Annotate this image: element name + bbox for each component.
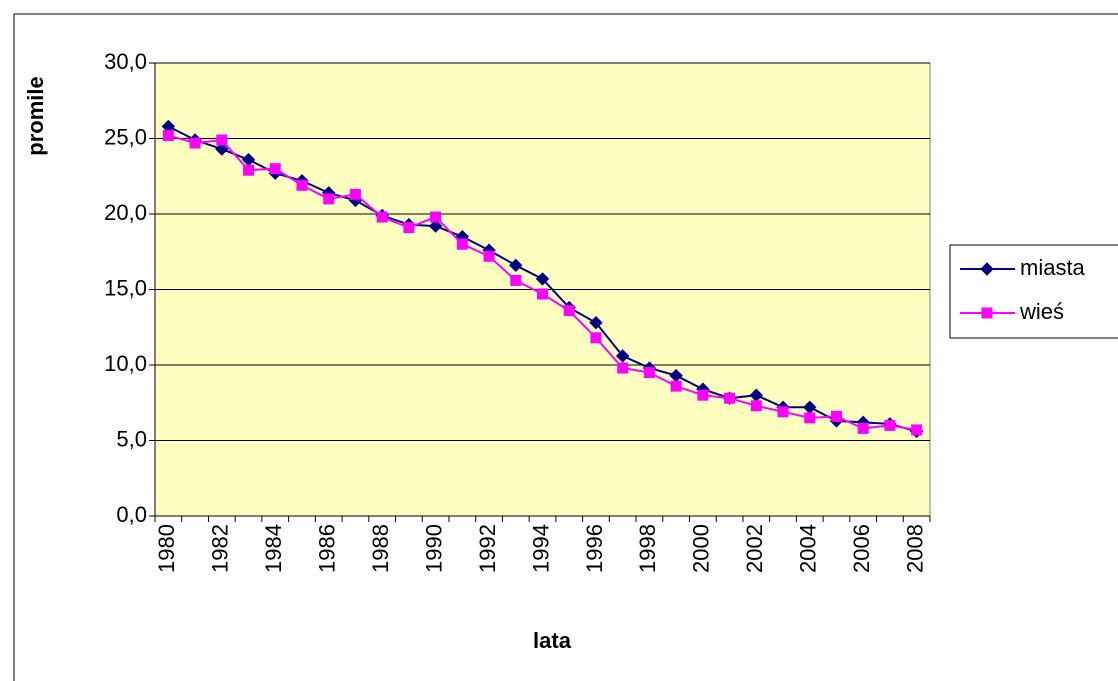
marker [456,238,468,250]
legend-box [949,244,1118,339]
marker [777,406,789,418]
marker [750,400,762,412]
x-tick-label: 2008 [902,524,927,573]
marker [483,250,495,262]
x-axis-label: lata [533,628,572,653]
marker [589,316,603,330]
marker [537,288,548,300]
y-tick-label: 10,0 [104,351,147,376]
marker [643,367,655,379]
marker [590,332,602,344]
marker [349,188,361,200]
marker [376,211,388,223]
x-tick-label: 2006 [849,524,874,573]
x-tick-label: 1998 [635,524,660,573]
legend-label: wieś [1019,299,1064,324]
y-tick-label: 0,0 [116,502,147,527]
x-tick-label: 1980 [154,524,179,573]
marker [269,163,281,175]
x-tick-label: 2004 [796,524,821,573]
x-tick-label: 1992 [475,524,500,573]
marker [323,193,335,205]
marker [857,422,869,434]
y-tick-label: 15,0 [104,275,147,300]
marker [215,142,229,156]
x-tick-label: 2000 [689,524,714,573]
x-tick-label: 1990 [421,524,446,573]
marker [403,222,415,234]
marker [617,362,629,374]
y-tick-label: 25,0 [104,124,147,149]
x-tick-label: 1996 [582,524,607,573]
marker [697,389,709,401]
marker [830,410,842,422]
x-tick-label: 1984 [261,524,286,573]
x-tick-label: 1994 [528,524,553,573]
marker [428,219,443,233]
legend-label: miasta [1020,255,1086,280]
marker [189,137,201,149]
y-axis-label: promile [23,76,48,155]
marker [216,134,228,146]
x-tick-label: 1982 [208,524,233,573]
marker [510,274,522,286]
marker [724,392,736,404]
marker [563,305,575,317]
marker [670,380,682,392]
marker [981,307,993,319]
y-tick-label: 20,0 [104,200,147,225]
x-tick-label: 2002 [742,524,767,573]
marker [884,419,896,431]
marker [243,164,255,176]
marker [911,424,923,436]
marker [804,412,816,424]
y-tick-label: 30,0 [104,49,147,74]
marker [162,129,174,141]
marker [535,272,550,286]
marker [296,179,308,191]
x-tick-label: 1986 [315,524,340,573]
marker [615,349,630,363]
y-tick-label: 5,0 [116,426,147,451]
marker [430,211,442,223]
marker [980,262,994,276]
x-tick-label: 1988 [368,524,393,573]
marker [509,258,523,273]
